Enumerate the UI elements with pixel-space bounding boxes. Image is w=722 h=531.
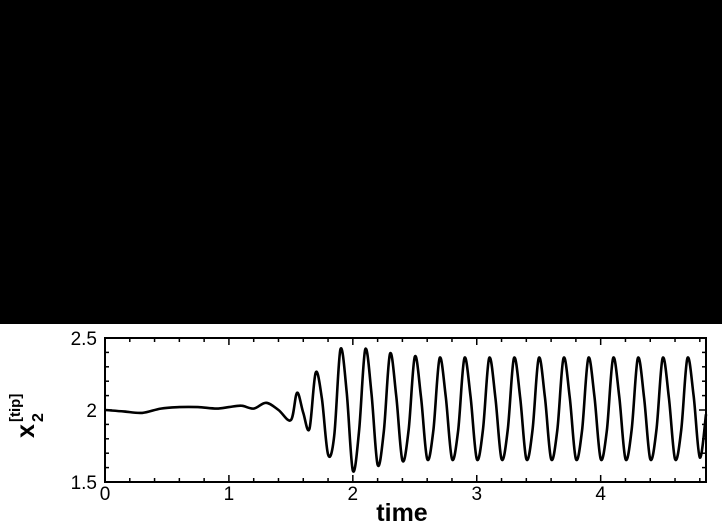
y-axis-label: x 2 [tip] [7,394,47,438]
series-line [104,347,708,473]
chart-panel [0,324,722,531]
y-axis-label-subscript: 2 [30,413,47,422]
x-axis-label: time [376,499,428,527]
x-tick-label: 0 [100,484,111,505]
x-tick-label: 1 [224,484,235,505]
y-tick-label: 2 [86,401,97,422]
y-axis-label-superscript: [tip] [7,394,24,422]
x-tick-label: 2 [348,484,359,505]
x-tick-labels: 0 1 2 3 4 [100,484,607,505]
y-tick-label: 2.5 [71,329,97,350]
y-tick-labels: 1.5 2 2.5 [71,329,97,494]
y-tick-label: 1.5 [71,473,97,494]
x-tick-label: 3 [471,484,482,505]
y-axis-label-base: x [12,424,40,438]
tick-marks [104,337,706,483]
x-tick-label: 4 [595,484,606,505]
